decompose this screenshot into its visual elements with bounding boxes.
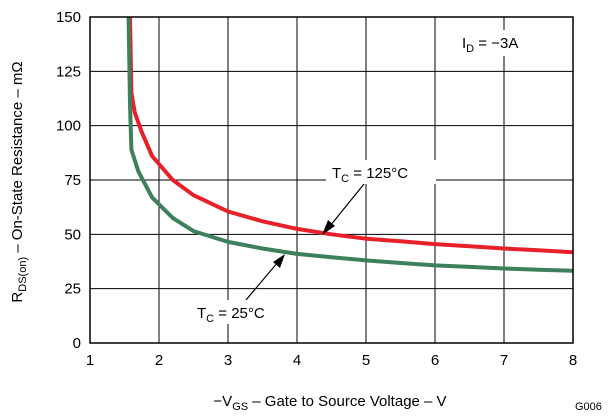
x-tick-labels: 1 2 3 4 5 6 7 8: [86, 352, 577, 369]
condition-label: ID = −3A: [462, 35, 518, 55]
y-tick-labels: 0 25 50 75 100 125 150: [56, 9, 81, 352]
y-axis-label-sub: DS(on): [17, 257, 29, 292]
y-tick-label: 75: [64, 172, 81, 189]
series-125-label-sub: C: [341, 173, 349, 185]
series-125-label-prefix: T: [332, 165, 341, 182]
x-tick-label: 6: [431, 352, 439, 369]
x-axis-label: −VGS – Gate to Source Voltage – V: [213, 393, 446, 413]
x-tick-label: 8: [569, 352, 577, 369]
series-125-label-suffix: = 125°C: [349, 165, 408, 182]
figure-code: G006: [575, 401, 602, 413]
x-axis-label-prefix: −V: [213, 393, 232, 410]
x-tick-label: 5: [362, 352, 370, 369]
annotation-25-box: [192, 300, 296, 324]
annotation-125-arrowhead: [322, 220, 335, 235]
x-tick-label: 7: [500, 352, 508, 369]
series-125-label: TC = 125°C: [332, 165, 408, 185]
condition-suffix: = −3A: [474, 35, 518, 52]
y-axis-label: RDS(on) – On-State Resistance – mΩ: [9, 61, 29, 302]
series-line-125c: [128, 16, 574, 255]
plot-frame: [89, 16, 574, 344]
series-25-label-sub: C: [206, 313, 214, 325]
curves: [126, 16, 574, 273]
y-tick-label: 0: [73, 335, 81, 352]
series-annotations: TC = 125°C TC = 25°C: [192, 160, 436, 325]
condition-prefix: I: [462, 35, 466, 52]
y-tick-label: 100: [56, 118, 81, 135]
condition-sub: D: [466, 43, 474, 55]
annotation-125-leader: [329, 183, 365, 227]
series-25-label-suffix: = 25°C: [214, 305, 265, 322]
y-tick-label: 150: [56, 9, 81, 26]
y-tick-label: 125: [56, 63, 81, 80]
annotation-125-box: [326, 160, 436, 184]
x-axis-label-sub: GS: [232, 401, 248, 413]
y-tick-label: 50: [64, 226, 81, 243]
x-tick-label: 2: [155, 352, 163, 369]
x-tick-label: 1: [86, 352, 94, 369]
x-axis-label-suffix: – Gate to Source Voltage – V: [248, 393, 446, 410]
x-tick-label: 4: [293, 352, 301, 369]
series-25-label: TC = 25°C: [197, 305, 265, 325]
series-25-label-prefix: T: [197, 305, 206, 322]
condition-box: [454, 30, 550, 56]
y-axis-label-suffix: – On-State Resistance – mΩ: [9, 61, 26, 256]
annotation-25-leader: [245, 261, 279, 301]
annotation-25-arrowhead: [273, 254, 285, 268]
series-line-25c: [126, 16, 574, 273]
x-tick-label: 3: [224, 352, 232, 369]
y-tick-label: 25: [64, 281, 81, 298]
y-axis-label-prefix: R: [9, 292, 26, 303]
